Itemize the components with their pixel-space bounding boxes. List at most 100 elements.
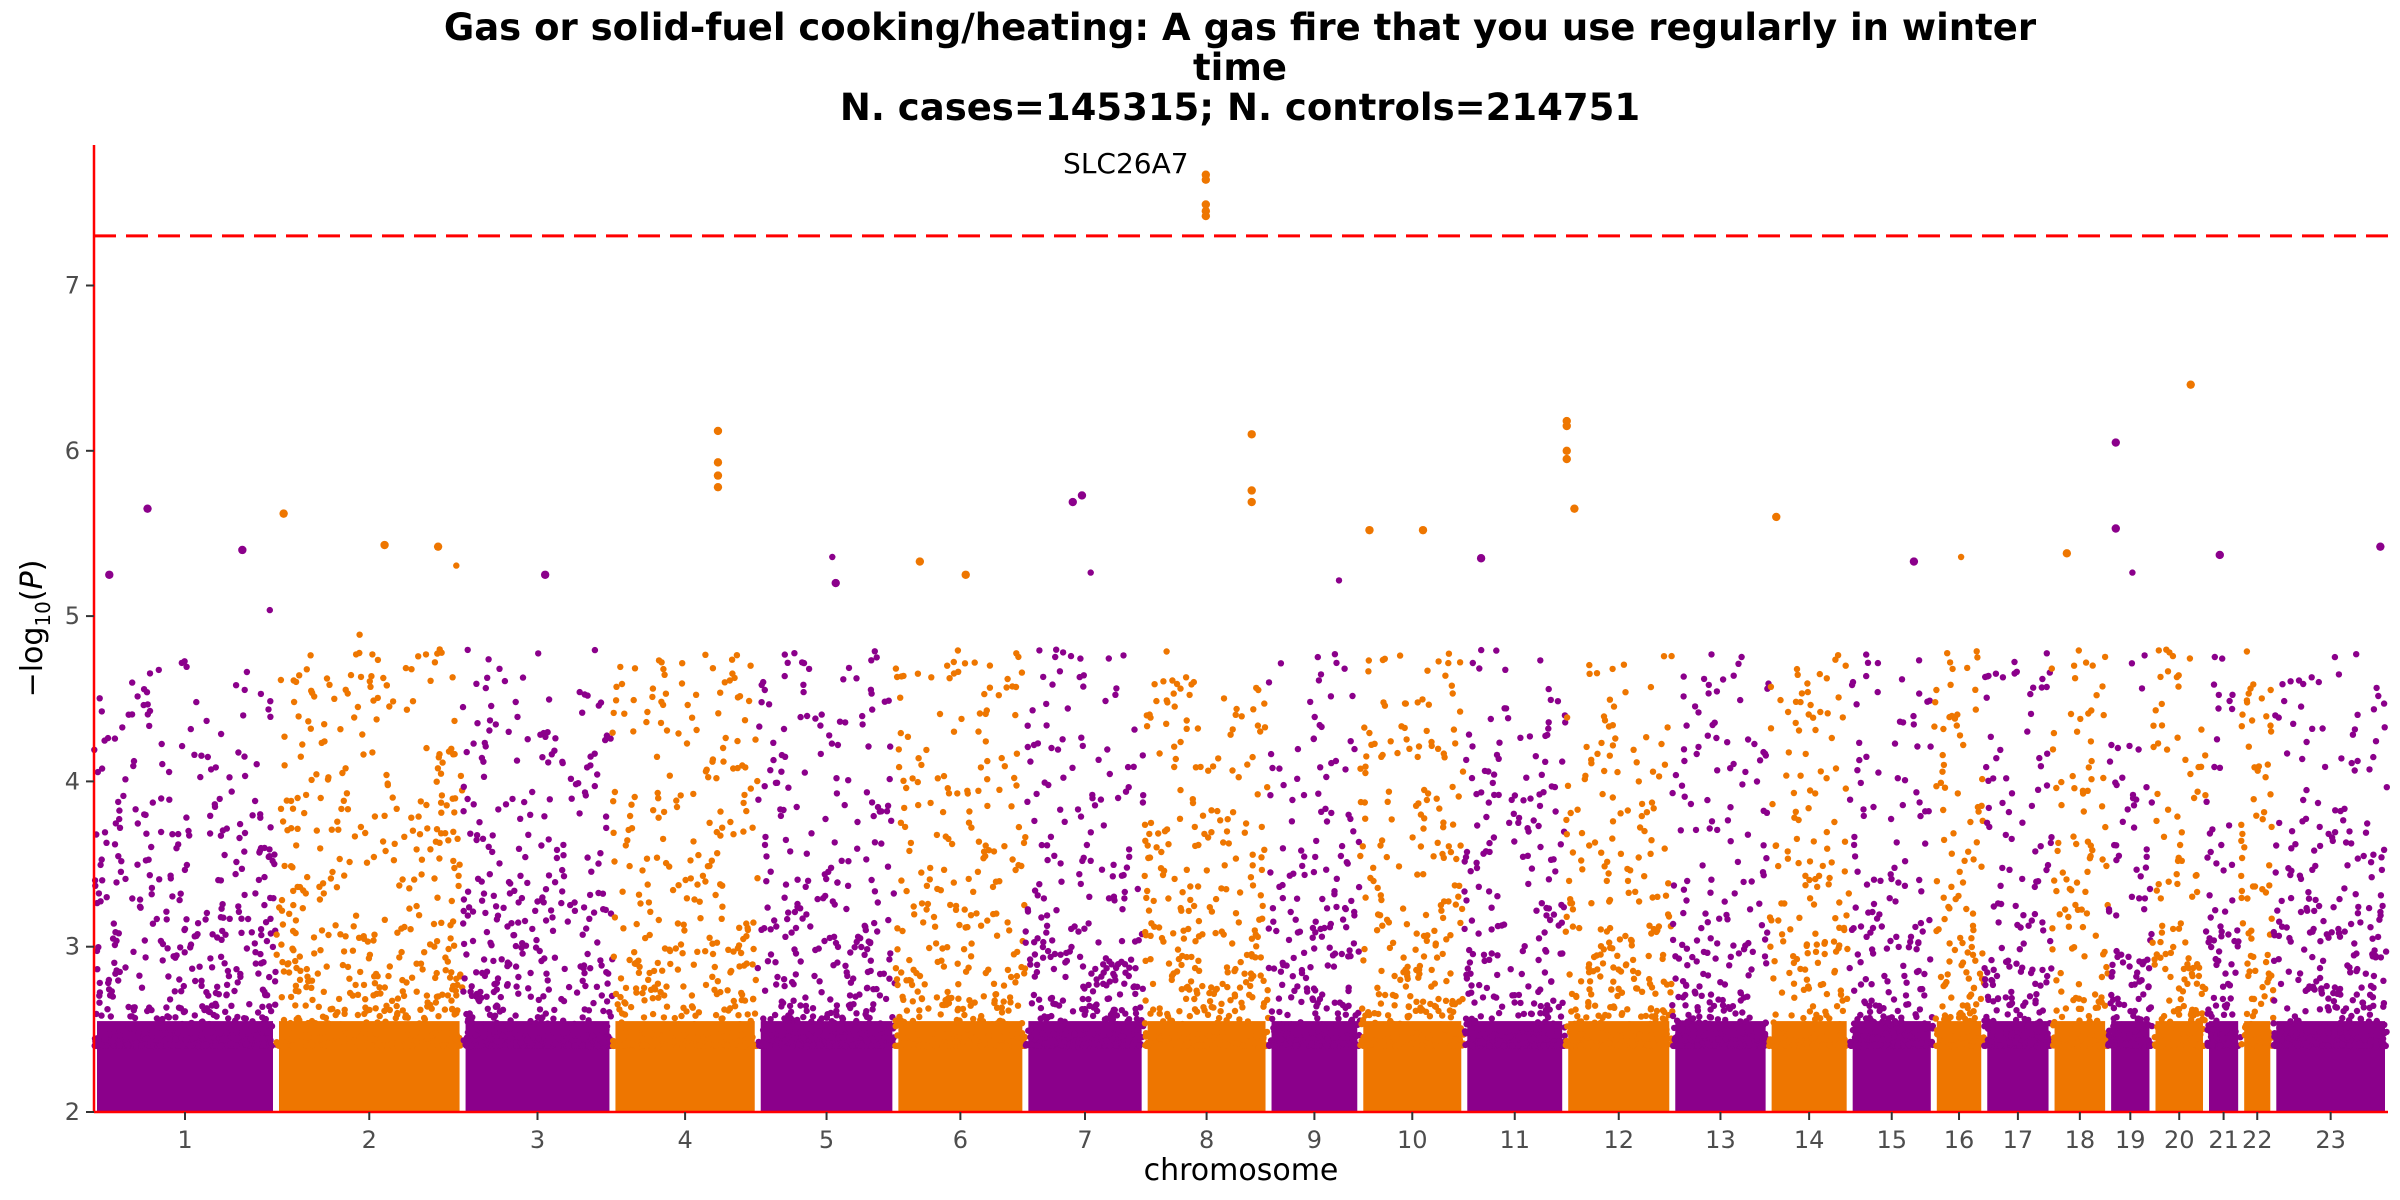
snp-point (512, 698, 519, 706)
snp-point (952, 1038, 960, 1045)
snp-point (329, 868, 336, 876)
snp-point (485, 843, 492, 850)
snp-point (1026, 956, 1034, 963)
snp-point (511, 887, 518, 894)
snp-point (1370, 877, 1377, 885)
snp-point (1076, 871, 1083, 878)
snp-point (1445, 650, 1453, 657)
snp-point (478, 754, 486, 762)
snp-point (792, 971, 799, 978)
snp-point (1011, 1042, 1018, 1050)
snp-point (845, 664, 853, 672)
snp-point (1610, 978, 1617, 985)
snp-point (1500, 921, 1508, 928)
snp-point (1650, 925, 1658, 933)
snp-point (295, 1014, 302, 1022)
snp-point (763, 878, 770, 885)
snp-point (1258, 823, 1266, 831)
snp-point (357, 673, 365, 681)
snp-point (368, 1042, 375, 1050)
snp-point (137, 904, 144, 911)
snp-point (109, 993, 117, 1000)
snp-point (933, 831, 941, 839)
snp-point (1201, 1007, 1208, 1014)
snp-point (1069, 1042, 1076, 1050)
snp-point (1060, 774, 1067, 781)
snp-point (413, 1038, 420, 1046)
snp-point (964, 787, 971, 794)
snp-point (1187, 883, 1194, 890)
snp-point (1357, 765, 1364, 772)
snp-point (221, 960, 228, 967)
snp-point (812, 715, 819, 722)
snp-point (1502, 705, 1510, 712)
snp-point (1610, 703, 1618, 710)
snp-point (1558, 901, 1565, 909)
snp-point (925, 1005, 932, 1012)
snp-point (1170, 970, 1177, 977)
snp-point (1091, 1040, 1098, 1048)
snp-point (1275, 995, 1283, 1002)
snp-point (1081, 1011, 1088, 1018)
snp-point (677, 792, 684, 799)
snp-point (1013, 782, 1020, 789)
snp-point (1578, 829, 1586, 837)
snp-point (339, 961, 347, 969)
snp-point (262, 919, 270, 926)
snp-point (1081, 1005, 1089, 1013)
snp-point (1186, 986, 1193, 993)
snp-point (720, 758, 727, 765)
snp-point (576, 688, 583, 696)
snp-point (858, 943, 865, 951)
snp-point (1212, 986, 1219, 994)
snp-point (474, 720, 481, 727)
snp-point (542, 917, 550, 924)
snp-point (515, 919, 522, 926)
snp-point (805, 665, 813, 673)
snp-point (273, 951, 280, 958)
snp-point (223, 991, 230, 998)
snp-point (1357, 798, 1365, 806)
snp-point (1597, 973, 1604, 980)
snp-point (1445, 1032, 1452, 1040)
snp-point (795, 1041, 802, 1048)
snp-point (284, 827, 291, 834)
snp-point (767, 1016, 774, 1023)
snp-point (1043, 912, 1051, 919)
snp-point (1059, 997, 1067, 1004)
snp-point (1221, 862, 1228, 869)
snp-point (1443, 977, 1450, 985)
snp-point (1331, 888, 1338, 895)
snp-point (688, 1042, 695, 1050)
snp-point (1192, 842, 1199, 850)
snp-point (639, 989, 646, 997)
snp-point (1405, 1003, 1412, 1010)
snp-point (114, 1023, 122, 1030)
snp-point (930, 913, 938, 921)
snp-point (906, 847, 913, 855)
snp-point (457, 772, 465, 780)
snp-point (640, 1041, 647, 1049)
snp-point (1403, 736, 1410, 743)
snp-point (482, 909, 489, 917)
snp-point (452, 1033, 459, 1040)
snp-point (597, 850, 604, 857)
snp-point (1378, 896, 1385, 904)
snp-point (292, 929, 299, 937)
snp-point (1085, 996, 1092, 1003)
snp-point (1290, 870, 1297, 877)
snp-point (1551, 1022, 1558, 1029)
snp-point (1597, 943, 1605, 950)
snp-point (1494, 893, 1501, 900)
snp-point (433, 826, 441, 833)
snp-point (1246, 991, 1253, 998)
snp-point (1488, 904, 1495, 911)
snp-point (1345, 953, 1352, 960)
snp-point (323, 675, 331, 682)
snp-point (392, 1014, 399, 1022)
snp-point (668, 1029, 675, 1037)
snp-point (493, 1037, 500, 1045)
snp-point (257, 811, 264, 818)
snp-point (1086, 893, 1093, 900)
snp-point (438, 809, 445, 816)
